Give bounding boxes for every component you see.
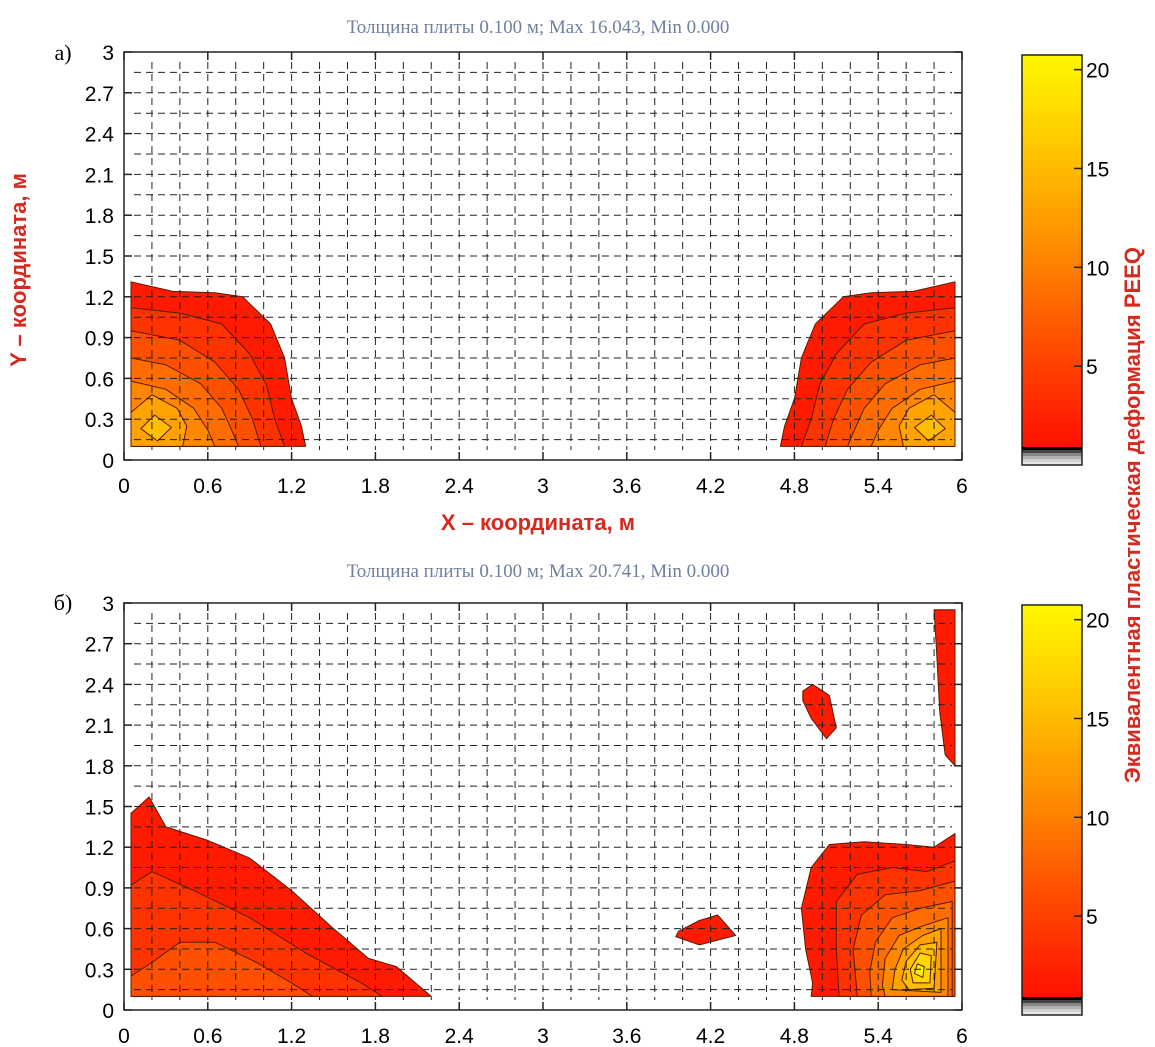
panel-a-plot xyxy=(123,51,963,461)
panel-b-colorbar-gradient xyxy=(1022,605,1082,997)
panel-a-y-tick-label: 0.9 xyxy=(85,328,114,351)
panel-b-x-tick-label: 0.6 xyxy=(193,1025,222,1047)
panel-b-ticks: 0 0.6 1.2 1.8 2.4 3 3.6 4.2 4.8 5.4 6 0 0.3 0.6 0.9 1.2… xyxy=(85,593,968,1047)
panel-a-y-tick-label: 2.1 xyxy=(85,164,114,187)
panel-b-colorbar-tick-label: 5 xyxy=(1086,906,1098,929)
panel-a-colorbar-low-band xyxy=(1022,447,1082,450)
panel-b-x-tick-label: 3 xyxy=(537,1025,549,1047)
panel-b-colorbar-low-band xyxy=(1022,1009,1082,1012)
panel-b-x-tick-label: 5.4 xyxy=(864,1025,894,1047)
panel-b-y-tick-label: 0.3 xyxy=(85,959,114,982)
panel-a-colorbar: 5 10 15 20 xyxy=(1021,54,1109,466)
panel-b-contour-right-corner-level-9 xyxy=(914,963,925,978)
panel-b-colorbar-low-band xyxy=(1022,1003,1082,1006)
panel-b-label: б) xyxy=(54,590,73,615)
panel-a-x-tick-label: 5.4 xyxy=(864,475,894,498)
panel-b-y-tick-label: 1.8 xyxy=(85,756,114,779)
panel-a-y-tick-label: 0.3 xyxy=(85,409,114,432)
panel-a-colorbar-gradient xyxy=(1022,55,1082,447)
panel-a-x-tick-label: 3 xyxy=(537,475,549,498)
panel-b-y-tick-label: 0 xyxy=(102,1000,114,1023)
panel-a-colorbar-low-band xyxy=(1022,459,1082,462)
panel-b-y-tick-label: 0.6 xyxy=(85,919,114,942)
panel-a-x-axis-label: X – координата, м xyxy=(441,510,635,535)
panel-a-colorbar-low-band xyxy=(1022,450,1082,453)
panel-a-y-tick-label: 0.6 xyxy=(85,368,114,391)
panel-b-x-tick-label: 2.4 xyxy=(445,1025,475,1047)
panel-a-colorbar-low-band xyxy=(1022,453,1082,456)
panel-b-colorbar-low-band xyxy=(1022,1000,1082,1003)
panel-a-x-tick-label: 0 xyxy=(118,475,130,498)
panel-b-contour-upper-right-spot-level-1 xyxy=(802,683,837,740)
panel-a-y-tick-label: 2.4 xyxy=(85,124,115,147)
panel-b-colorbar-low-band xyxy=(1022,1006,1082,1009)
panel-b-x-tick-label: 3.6 xyxy=(612,1025,641,1047)
panel-b-y-tick-label: 1.5 xyxy=(85,797,114,820)
panel-b-title: Толщина плиты 0.100 м; Max 20.741, Min 0… xyxy=(347,561,730,582)
panel-a-y-tick-label: 0 xyxy=(102,450,114,473)
panel-a-y-tick-label: 1.8 xyxy=(85,205,114,228)
panel-b-x-tick-label: 1.2 xyxy=(277,1025,306,1047)
panel-a-colorbar-tick-label: 15 xyxy=(1086,158,1109,181)
panel-b-colorbar: 5 10 15 20 xyxy=(1021,604,1109,1016)
panel-b-y-tick-label: 3 xyxy=(102,593,114,616)
panel-a-colorbar-low-band xyxy=(1022,456,1082,459)
panel-a-colorbar-tick-label: 10 xyxy=(1086,257,1109,280)
panel-a-colorbar-frame xyxy=(1021,54,1083,466)
panel-a-x-tick-label: 2.4 xyxy=(445,475,475,498)
panel-a-label: а) xyxy=(54,40,71,65)
panel-a-x-tick-label: 6 xyxy=(956,475,968,498)
panel-b-colorbar-tick-label: 20 xyxy=(1086,610,1109,633)
panel-b: Толщина плиты 0.100 м; Max 20.741, Min 0… xyxy=(54,561,968,1047)
panel-a-colorbar-tick-label: 20 xyxy=(1086,60,1109,83)
panel-a-y-tick-label: 1.5 xyxy=(85,246,114,269)
panel-b-x-tick-label: 1.8 xyxy=(361,1025,390,1047)
panel-a-colorbar-tick-label: 5 xyxy=(1086,356,1098,379)
panel-a-colorbar-low-band xyxy=(1022,462,1082,465)
panel-b-colorbar-tick-label: 15 xyxy=(1086,708,1109,731)
y-axis-label: Y – координата, м xyxy=(6,173,31,367)
panel-b-x-tick-label: 6 xyxy=(956,1025,968,1047)
panel-b-y-tick-label: 2.7 xyxy=(85,634,114,657)
panel-b-colorbar-low-band xyxy=(1022,997,1082,1000)
panel-b-x-tick-label: 4.2 xyxy=(696,1025,725,1047)
panel-b-plot xyxy=(123,602,963,1011)
colorbar-label: Эквивалентная пластическая деформация PE… xyxy=(1120,247,1145,783)
panel-b-x-tick-label: 0 xyxy=(118,1025,130,1047)
panel-a-x-tick-label: 1.8 xyxy=(361,475,390,498)
panel-b-colorbar-tick-label: 10 xyxy=(1086,807,1109,830)
panel-a-y-tick-label: 1.2 xyxy=(85,287,114,310)
panel-b-colorbar-low-band xyxy=(1022,1012,1082,1015)
panel-b-y-tick-label: 2.4 xyxy=(85,674,115,697)
panel-a-x-tick-label: 1.2 xyxy=(277,475,306,498)
panel-b-contour-center-spot-level-1 xyxy=(675,914,737,946)
panel-b-y-tick-label: 0.9 xyxy=(85,878,114,901)
panel-a-y-tick-label: 3 xyxy=(102,42,114,65)
panel-b-colorbar-frame xyxy=(1021,604,1083,1016)
panel-a-y-tick-label: 2.7 xyxy=(85,83,114,106)
panel-a-x-tick-label: 3.6 xyxy=(612,475,641,498)
panel-b-x-tick-label: 4.8 xyxy=(780,1025,809,1047)
panel-a-x-tick-label: 0.6 xyxy=(193,475,222,498)
panel-b-y-tick-label: 2.1 xyxy=(85,715,114,738)
panel-a-ticks: 0 0.6 1.2 1.8 2.4 3 3.6 4.2 4.8 5.4 6 0 0.3 0.6 0.9 1.2… xyxy=(85,42,968,498)
panel-a: Толщина плиты 0.100 м; Max 16.043, Min 0… xyxy=(54,17,967,535)
panel-b-y-tick-label: 1.2 xyxy=(85,837,114,860)
panel-b-contour-right-edge-strip-level-1 xyxy=(933,609,956,767)
panel-a-x-tick-label: 4.8 xyxy=(780,475,809,498)
panel-a-x-tick-label: 4.2 xyxy=(696,475,725,498)
panel-a-title: Толщина плиты 0.100 м; Max 16.043, Min 0… xyxy=(347,17,730,38)
